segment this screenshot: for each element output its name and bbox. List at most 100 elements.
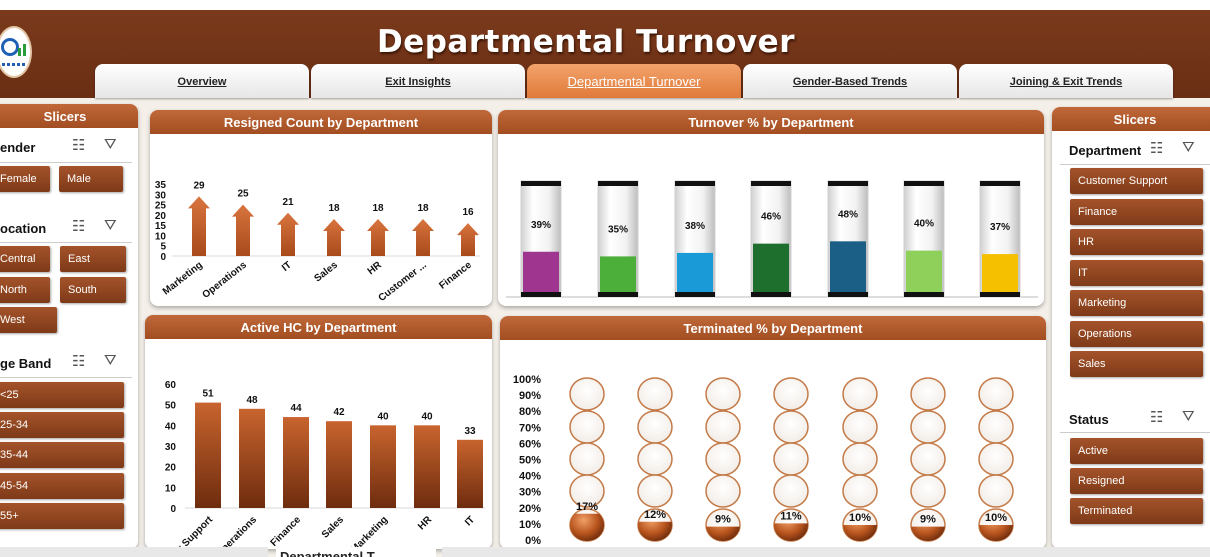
multi-select-icon[interactable]: ☷ [72, 137, 86, 154]
slicer-dept-operations[interactable]: Operations [1070, 321, 1203, 347]
data-label: 9% [920, 514, 936, 526]
slicer-location-central[interactable]: Central [0, 246, 50, 272]
y-tick-label: 60 [165, 380, 177, 391]
slicer-age-45-54[interactable]: 45-54 [0, 473, 124, 499]
slicer-location-west[interactable]: West [0, 307, 57, 333]
slicer-age-35-44[interactable]: 35-44 [0, 442, 124, 468]
slicer-location-north[interactable]: North [0, 277, 50, 303]
slicer-age-25-34[interactable]: 25-34 [0, 412, 124, 438]
y-tick-label: 10% [519, 519, 541, 531]
clear-filter-icon[interactable]: ⛛ [104, 217, 117, 234]
tab-joining-exit-trends[interactable]: Joining & Exit Trends [959, 64, 1173, 98]
bar-arrow [323, 218, 345, 256]
multi-select-icon[interactable]: ☷ [1150, 140, 1164, 157]
data-label: 11% [780, 510, 802, 522]
slicer-dept-hr[interactable]: HR [1070, 229, 1203, 255]
multi-select-icon[interactable]: ☷ [72, 218, 86, 235]
slicer-status-terminated[interactable]: Terminated [1070, 498, 1203, 524]
terminated-percent-chart: 100%90%80%70%60%50%40%30%20%10%0%17%Cust… [513, 374, 1014, 547]
slicer-status-active[interactable]: Active [1070, 438, 1203, 464]
tab-exit-insights[interactable]: Exit Insights [311, 64, 525, 98]
y-tick-label: 90% [519, 390, 541, 402]
slicer-dept-finance[interactable]: Finance [1070, 199, 1203, 225]
multi-select-icon[interactable]: ☷ [72, 353, 86, 370]
slicer-dept-marketing[interactable]: Marketing [1070, 290, 1203, 316]
placeholder-circle [773, 377, 809, 411]
placeholder-circle [773, 474, 809, 508]
y-tick-label: 50 [165, 401, 177, 412]
data-label: 33 [464, 426, 476, 437]
slicer-status-resigned[interactable]: Resigned [1070, 468, 1203, 494]
placeholder-circle [842, 442, 878, 476]
terminated-percent-panel: Terminated % by Department 100% 90% 80% 70%… [500, 316, 1046, 549]
active-hc-panel: Active HC by Department 60 50 40 30 20 10 0 51 C… [145, 315, 492, 549]
clear-filter-icon[interactable]: ⛛ [1182, 408, 1195, 425]
resigned-chart-title: Resigned Count by Department [150, 110, 492, 134]
turnover-percent-panel: Turnover % by Department 39%CustomerSupp… [498, 110, 1044, 306]
data-label: 37% [990, 222, 1010, 233]
y-tick-label: 0 [170, 504, 176, 515]
multi-select-icon[interactable]: ☷ [1150, 409, 1164, 426]
tab-overview[interactable]: Overview [95, 64, 309, 98]
slicer-location-east[interactable]: East [60, 246, 126, 272]
data-label: 17% [576, 501, 598, 513]
placeholder-circle [705, 410, 741, 444]
cylinder-fill [753, 243, 789, 297]
data-label: 35% [608, 224, 628, 235]
data-label: 46% [761, 212, 781, 223]
tab-departmental-turnover[interactable]: Departmental Turnover [527, 64, 741, 98]
bar-arrow [188, 196, 210, 256]
clear-filter-icon[interactable]: ⛛ [104, 352, 117, 369]
tab-gender-based-trends[interactable]: Gender-Based Trends [743, 64, 957, 98]
y-tick-label: 0% [525, 535, 541, 547]
placeholder-circle [910, 474, 946, 508]
placeholder-circle [910, 442, 946, 476]
data-label: 18 [328, 203, 340, 214]
data-label: 29 [193, 180, 205, 191]
clear-filter-icon[interactable]: ⛛ [1182, 139, 1195, 156]
x-tick-label: Sales [312, 259, 340, 284]
placeholder-circle [569, 410, 605, 444]
slicer-gender-male[interactable]: Male [59, 166, 123, 192]
slicer-dept-customer-support[interactable]: Customer Support [1070, 168, 1203, 194]
filled-circle [979, 525, 1013, 541]
bar-arrow [277, 212, 299, 256]
y-tick-label: 30 [165, 442, 177, 453]
x-tick-label: IT [463, 514, 477, 528]
resigned-count-panel: Resigned Count by Department 35 30 25 20 15 1… [150, 110, 492, 306]
slicer-dept-it[interactable]: IT [1070, 260, 1203, 286]
placeholder-circle [842, 474, 878, 508]
slicer-gender-female[interactable]: Female [0, 166, 50, 192]
y-tick-label: 5 [160, 242, 166, 253]
bar [414, 425, 440, 508]
cylinder-fill [677, 252, 713, 297]
placeholder-circle [705, 377, 741, 411]
y-tick-label: 30 [155, 190, 167, 201]
slicer-location-south[interactable]: South [60, 277, 126, 303]
data-label: 48% [838, 209, 858, 220]
clear-filter-icon[interactable]: ⛛ [104, 136, 117, 153]
active-hc-chart: 60 50 40 30 20 10 0 51 Customer Support 48 Operati… [145, 380, 485, 549]
terminated-chart-title: Terminated % by Department [500, 316, 1046, 340]
bar [326, 421, 352, 508]
bar-arrow [457, 223, 479, 256]
location-slicer-title: ocation [0, 221, 47, 236]
placeholder-circle [773, 410, 809, 444]
y-tick-label: 40% [519, 471, 541, 483]
cylinder-fill [830, 241, 866, 297]
bottom-partial-tab[interactable]: Departmental T... [276, 547, 436, 557]
left-slicers-title: Slicers [0, 104, 138, 128]
filled-circle [570, 513, 604, 541]
bar [370, 425, 396, 508]
data-label: 40% [914, 219, 934, 230]
y-tick-label: 20% [519, 503, 541, 515]
slicer-age-under-25[interactable]: <25 [0, 382, 124, 408]
bar-arrow [412, 218, 434, 256]
slicer-dept-sales[interactable]: Sales [1070, 351, 1203, 377]
y-tick-label: 0 [160, 252, 166, 263]
slicer-age-55-plus[interactable]: 55+ [0, 503, 124, 529]
bar [283, 417, 309, 508]
cylinder-cap-top [675, 181, 715, 186]
data-label: 38% [685, 221, 705, 232]
resigned-count-chart: 3530252015105029Marketing25Operations21I… [155, 180, 480, 304]
